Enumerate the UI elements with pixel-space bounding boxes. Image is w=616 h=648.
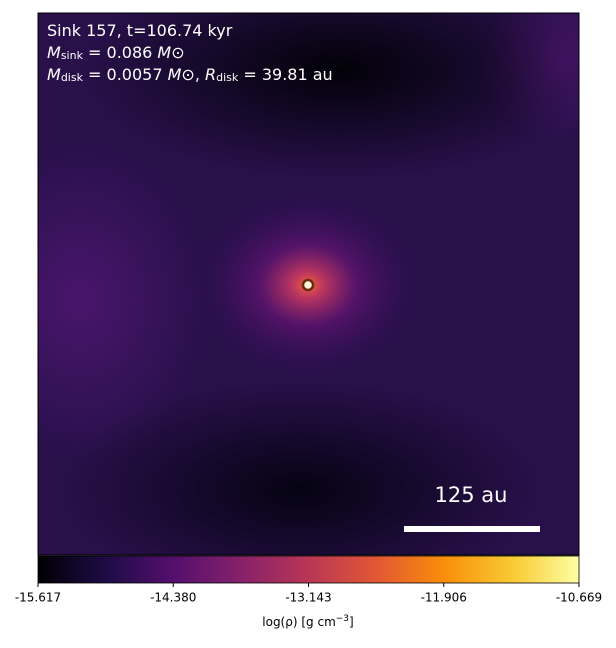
annotation-text: M (157, 43, 171, 62)
annotation-text: M (47, 43, 61, 62)
annotation-text: = 0.0057 (83, 65, 168, 84)
annotation-text: = 39.81 au (238, 65, 332, 84)
annotation-text: ⊙ (181, 65, 194, 84)
colorbar-axis: -15.617 -14.380 -13.143 -11.906 -10.669 (15, 583, 602, 605)
annotation-text: = 0.086 (83, 43, 157, 62)
tick-label: -13.143 (285, 591, 331, 605)
tick-label: -11.906 (421, 591, 467, 605)
colorbar (37, 555, 580, 584)
superscript: −3 (336, 614, 349, 624)
annotation-text: M (47, 65, 61, 84)
annotation-text: ⊙ (171, 43, 184, 62)
subscript: sink (61, 49, 84, 62)
subscript: disk (216, 71, 239, 84)
annotation-line: Mdisk = 0.0057 M⊙, Rdisk = 39.81 au (47, 65, 333, 84)
frame (37, 12, 580, 556)
label-text: log(ρ) [g cm (262, 615, 336, 629)
annotation-line: Msink = 0.086 M⊙ (47, 43, 185, 62)
annotation-text: Sink 157, t=106.74 kyr (47, 21, 233, 40)
tick-label: -14.380 (150, 591, 196, 605)
density-image (38, 13, 579, 555)
annotation-text: , (195, 65, 205, 84)
annotation-line: Sink 157, t=106.74 kyr (47, 21, 233, 40)
tick-label: -10.669 (556, 591, 602, 605)
tick-label: -15.617 (15, 591, 61, 605)
subscript: disk (61, 71, 84, 84)
annotation-text: M (168, 65, 182, 84)
annotation-text: R (205, 65, 216, 84)
colorbar-label: log(ρ) [g cm−3] (262, 614, 353, 629)
scale-bar (404, 526, 540, 532)
scale-bar-label: 125 au (435, 483, 508, 507)
label-text: ] (349, 615, 354, 629)
